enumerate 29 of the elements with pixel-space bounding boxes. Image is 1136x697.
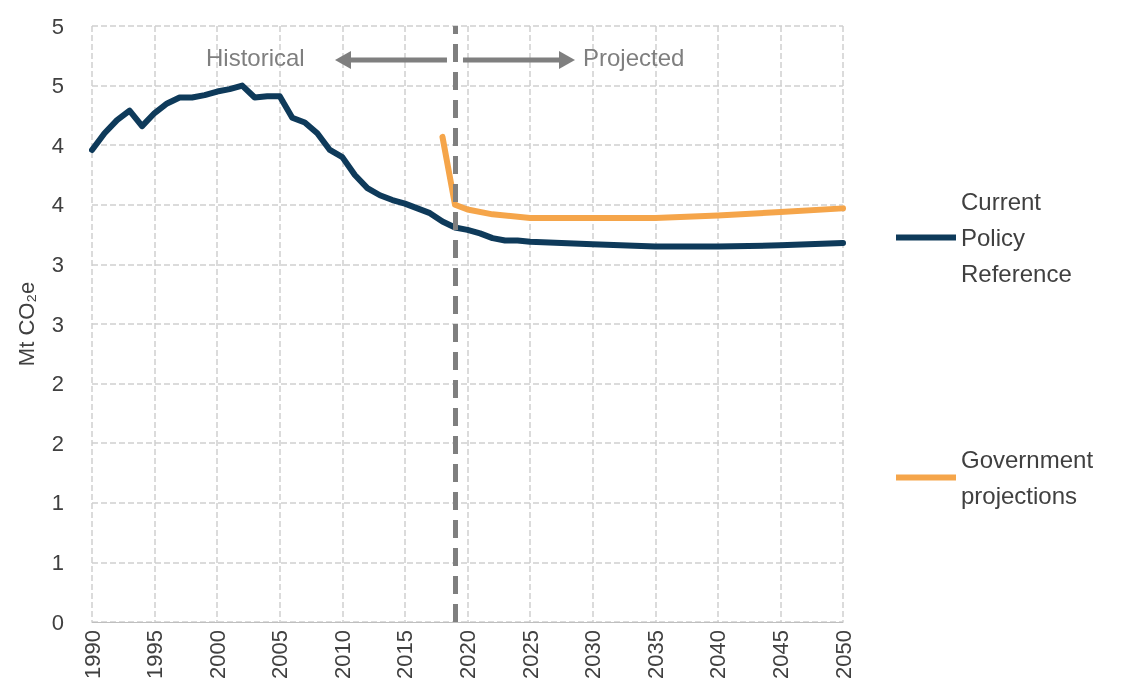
x-tick-label: 2000 — [204, 630, 230, 679]
x-tick-label: 2040 — [705, 630, 731, 679]
legend-label: Current Policy Reference — [961, 188, 1072, 287]
y-tick-label: 3 — [51, 251, 64, 277]
x-tick-label: 2030 — [580, 630, 606, 679]
y-tick-label: 3 — [51, 311, 64, 337]
x-tick-label: 1990 — [79, 630, 105, 679]
x-tick-label: 1995 — [142, 630, 168, 679]
y-axis-title: Mt CO₂e — [13, 281, 39, 367]
x-tick-label: 2050 — [830, 630, 856, 679]
y-tick-label: 1 — [51, 490, 64, 516]
x-tick-label: 2020 — [455, 630, 480, 679]
y-tick-label: 4 — [51, 192, 64, 218]
x-tick-label: 2015 — [392, 630, 418, 679]
annotation: Historical — [205, 44, 305, 72]
y-tick-label: 4 — [51, 132, 64, 158]
y-tick-label: 2 — [51, 371, 64, 397]
x-tick-label: 2045 — [767, 630, 793, 679]
x-tick-label: 2005 — [267, 630, 293, 679]
x-tick-label: 2025 — [517, 630, 543, 679]
legend-label: Government projections — [961, 446, 1100, 509]
y-tick-label: 5 — [51, 73, 64, 99]
y-tick-label: 5 — [51, 13, 64, 39]
y-tick-label: 0 — [51, 609, 64, 635]
y-tick-label: 2 — [51, 430, 64, 456]
annotation: Projected — [582, 44, 685, 72]
x-tick-label: 2010 — [329, 630, 355, 679]
y-tick-label: 1 — [51, 549, 64, 575]
x-tick-label: 2035 — [642, 630, 668, 679]
